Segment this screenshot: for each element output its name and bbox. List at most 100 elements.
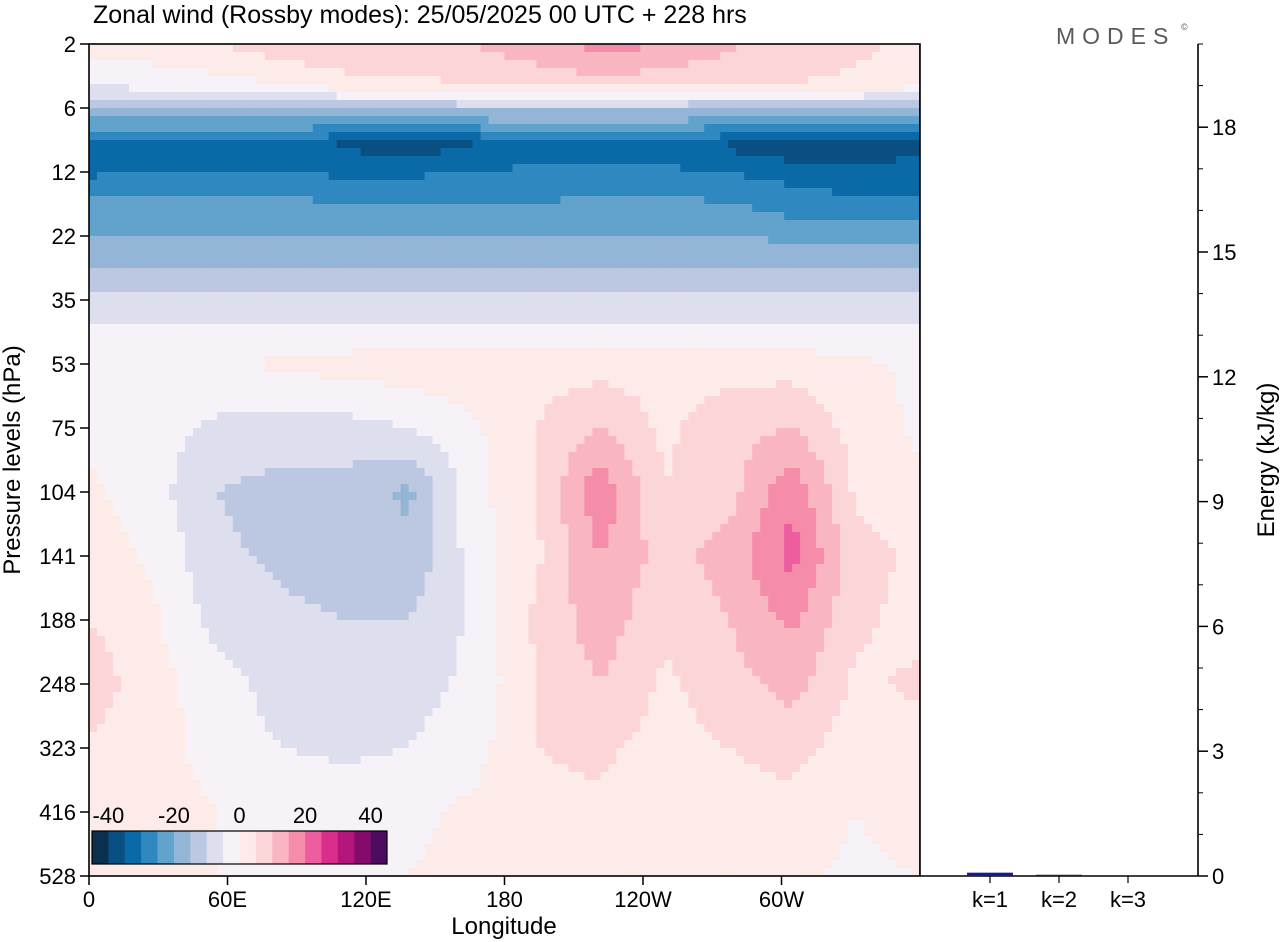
heatmap-cell (768, 372, 777, 381)
heatmap-cell (744, 196, 753, 205)
heatmap-cell (400, 284, 410, 293)
heatmap-cell (792, 284, 801, 293)
heatmap-cell (768, 396, 777, 405)
heatmap-cell (640, 156, 649, 165)
heatmap-cell (104, 228, 114, 237)
heatmap-cell (560, 340, 570, 349)
heatmap-cell (408, 220, 418, 229)
heatmap-cell (496, 44, 506, 53)
heatmap-cell (264, 284, 274, 293)
heatmap-cell (736, 180, 745, 189)
heatmap-cell (392, 52, 402, 61)
heatmap-cell (448, 116, 458, 125)
heatmap-cell (120, 92, 130, 101)
heatmap-cell (496, 132, 506, 141)
heatmap-cell (160, 124, 170, 133)
heatmap-cell (384, 60, 394, 69)
heatmap-cell (576, 252, 585, 261)
heatmap-cell (496, 84, 506, 93)
heatmap-cell (512, 196, 522, 205)
heatmap-cell (904, 108, 913, 117)
heatmap-cell (200, 316, 210, 325)
heatmap-cell (89, 172, 98, 181)
heatmap-cell (488, 100, 498, 109)
heatmap-cell (312, 396, 322, 405)
heatmap-cell (736, 284, 745, 293)
heatmap-cell (840, 156, 849, 165)
heatmap-cell (736, 260, 745, 269)
heatmap-cell (488, 332, 498, 341)
heatmap-cell (808, 268, 817, 277)
heatmap-cell (272, 180, 282, 189)
heatmap-cell (608, 268, 617, 277)
heatmap-cell (176, 92, 186, 101)
heatmap-cell (456, 364, 466, 373)
heatmap-cell (368, 228, 378, 237)
heatmap-cell (464, 180, 474, 189)
heatmap-cell (536, 308, 546, 317)
heatmap-cell (376, 396, 386, 405)
heatmap-cell (440, 252, 450, 261)
heatmap-cell (784, 212, 793, 221)
heatmap-cell (672, 340, 681, 349)
heatmap-cell (744, 76, 753, 85)
heatmap-cell (856, 420, 865, 429)
heatmap-cell (816, 228, 825, 237)
heatmap-cell (544, 348, 554, 357)
heatmap-cell (600, 244, 609, 253)
heatmap-cell (104, 420, 114, 429)
heatmap-cell (544, 132, 554, 141)
heatmap-cell (168, 364, 178, 373)
heatmap-cell (256, 68, 266, 77)
heatmap-cell (848, 140, 857, 149)
heatmap-cell (624, 92, 633, 101)
heatmap-cell (688, 116, 697, 125)
heatmap-cell (744, 140, 753, 149)
heatmap-cell (656, 308, 665, 317)
heatmap-cell (824, 380, 833, 389)
heatmap-cell (240, 188, 250, 197)
heatmap-cell (608, 132, 617, 141)
heatmap-cell (456, 60, 466, 69)
heatmap-cell (752, 228, 761, 237)
heatmap-cell (800, 380, 809, 389)
heatmap-cell (504, 60, 514, 69)
heatmap-cell (304, 348, 314, 357)
heatmap-cell (856, 84, 865, 93)
heatmap-cell (496, 148, 506, 157)
heatmap-cell (376, 412, 386, 421)
heatmap-cell (328, 124, 338, 133)
heatmap-cell (840, 372, 849, 381)
heatmap-cell (912, 300, 920, 309)
heatmap-cell (760, 76, 769, 85)
heatmap-cell (448, 164, 458, 173)
heatmap-cell (304, 404, 314, 413)
heatmap-cell (456, 140, 466, 149)
heatmap-cell (720, 140, 729, 149)
heatmap-cell (792, 44, 801, 53)
heatmap-cell (480, 284, 490, 293)
heatmap-cell (480, 76, 490, 85)
heatmap-cell (248, 228, 258, 237)
heatmap-cell (400, 276, 410, 285)
heatmap-cell (176, 340, 186, 349)
heatmap-cell (104, 284, 114, 293)
heatmap-cell (112, 276, 122, 285)
heatmap-cell (288, 308, 298, 317)
heatmap-cell (608, 316, 617, 325)
heatmap-cell (512, 404, 522, 413)
heatmap-cell (176, 172, 186, 181)
heatmap-cell (752, 108, 761, 117)
heatmap-cell (96, 100, 106, 109)
heatmap-cell (432, 316, 442, 325)
heatmap-cell (448, 388, 458, 397)
heatmap-cell (584, 60, 593, 69)
heatmap-cell (792, 420, 801, 429)
heatmap-cell (440, 140, 450, 149)
heatmap-cell (264, 188, 274, 197)
heatmap-cell (208, 420, 218, 429)
heatmap-cell (104, 340, 114, 349)
heatmap-cell (400, 60, 410, 69)
heatmap-cell (824, 148, 833, 157)
heatmap-cell (672, 124, 681, 133)
